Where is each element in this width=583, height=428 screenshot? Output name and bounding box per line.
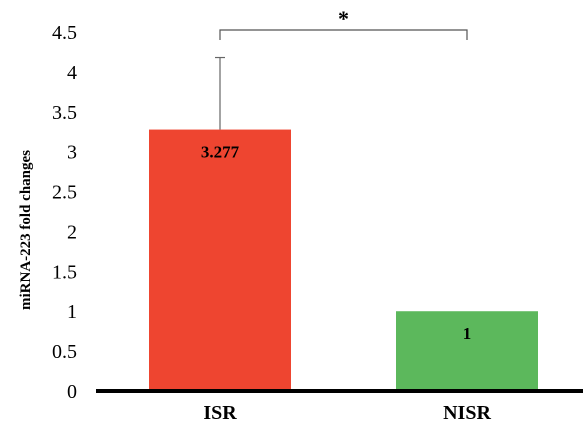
bars [149,129,538,391]
error-bars [215,56,225,130]
category-label: ISR [203,402,237,424]
y-tick-label: 1 [67,301,77,323]
y-axis-title: miRNA-223 fold changes [18,150,34,310]
data-label: 1 [463,324,472,343]
bracket-line [219,29,468,40]
significance-bracket: * [219,6,468,40]
y-tick-label: 3.5 [52,102,77,124]
y-tick-label: 2.5 [52,182,77,204]
bar-isr [149,129,291,391]
category-labels: ISR NISR [203,402,491,424]
category-label: NISR [443,402,491,424]
y-axis-ticks: 0 0.5 1 1.5 2 2.5 3 3.5 4 4.5 [52,22,77,403]
data-labels: 3.277 1 [201,143,471,344]
y-tick-label: 4 [67,62,77,84]
y-tick-label: 1.5 [52,261,77,283]
y-tick-label: 0 [67,381,77,403]
data-label: 3.277 [201,143,240,162]
bar-nisr [396,311,538,391]
y-tick-label: 3 [67,142,77,164]
y-tick-label: 2 [67,221,77,243]
y-tick-label: 0.5 [52,341,77,363]
y-tick-label: 4.5 [52,22,77,44]
error-bar [215,56,225,130]
significance-label: * [338,6,349,31]
